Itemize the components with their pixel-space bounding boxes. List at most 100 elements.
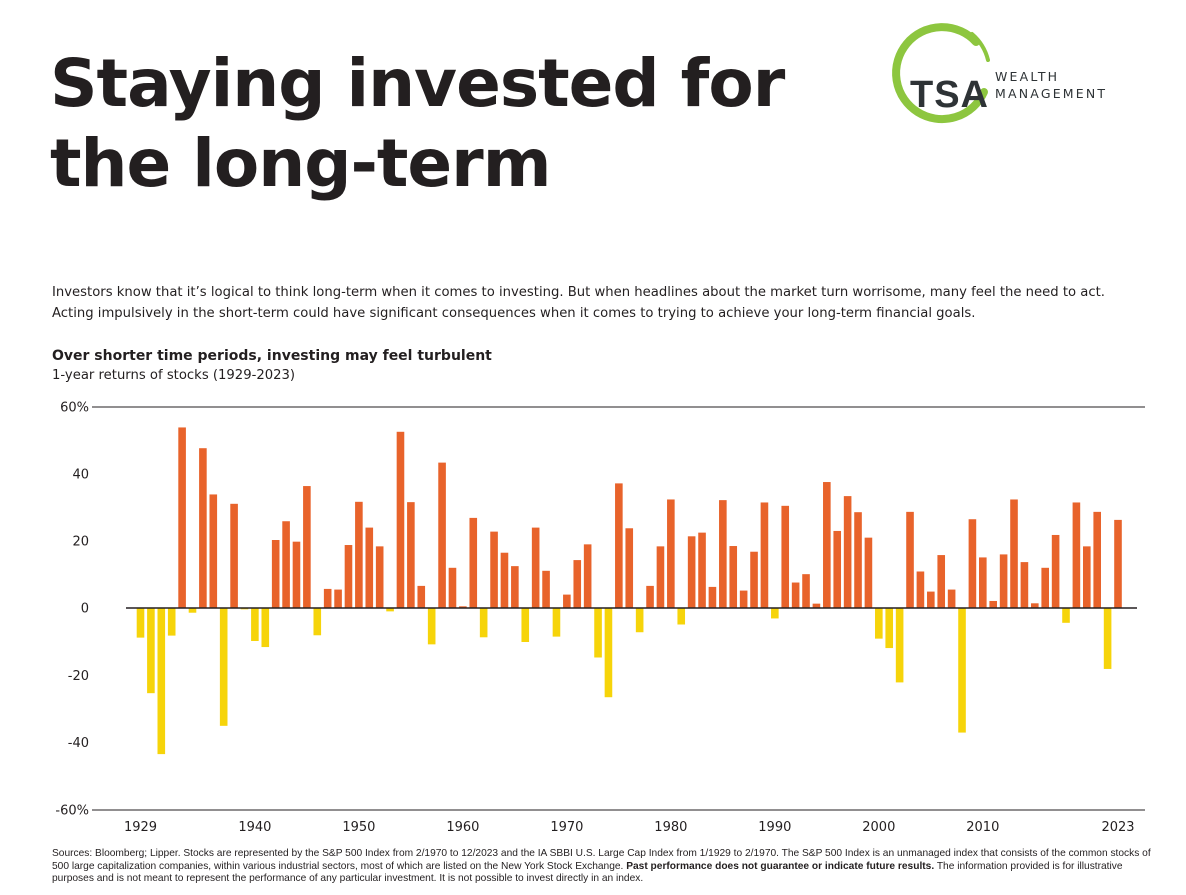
chart-title: Over shorter time periods, investing may…	[52, 348, 492, 364]
intro-line-1: Investors know that it’s logical to thin…	[52, 285, 1105, 300]
intro-line-2: Acting impulsively in the short-term cou…	[52, 306, 976, 321]
bar-1978	[646, 585, 654, 608]
bar-1991	[781, 505, 790, 608]
bar-2006	[937, 555, 946, 608]
page-title-line-1: Staying invested for	[50, 45, 785, 122]
logo-ring-icon	[892, 23, 990, 124]
bar-1934	[188, 608, 197, 613]
bar-1973	[594, 608, 602, 658]
bar-2016	[1041, 567, 1050, 608]
bar-2014	[1020, 562, 1029, 608]
bar-1994	[812, 603, 821, 608]
bar-1952	[375, 546, 384, 608]
bar-1996	[833, 530, 842, 608]
y-tick-label: -20	[68, 669, 89, 684]
sources-text-2: The information provided is for illustra…	[52, 860, 1123, 885]
bar-2020	[1083, 546, 1091, 608]
bar-2015	[1031, 603, 1039, 608]
bar-1953	[386, 608, 394, 612]
bar-1966	[521, 608, 530, 642]
bar-1937	[219, 608, 228, 726]
bar-1959	[448, 567, 457, 608]
bar-1948	[334, 589, 342, 608]
company-logo: TSA WEALTH MANAGEMENT	[888, 20, 1138, 135]
sources-disclaimer-bold: Past performance does not guarantee or i…	[626, 860, 935, 872]
bar-2021	[1093, 511, 1101, 608]
bar-1985	[719, 500, 727, 608]
bar-1931	[157, 608, 166, 755]
bar-1981	[677, 608, 686, 625]
bar-1929	[136, 608, 145, 638]
bar-2008	[958, 608, 966, 733]
bar-1938	[230, 503, 238, 608]
bar-1992	[791, 582, 800, 608]
x-axis-labels: 1929 1940 1950 1960 1970 1980 1990 2000 2010 2023	[124, 820, 1135, 835]
bar-1977	[635, 608, 644, 633]
bar-2004	[916, 571, 925, 608]
bar-2001	[885, 608, 894, 649]
bar-1983	[698, 532, 706, 609]
bar-1955	[407, 502, 415, 608]
bar-1984	[708, 586, 717, 608]
bar-1961	[469, 517, 478, 608]
bar-1998	[854, 512, 862, 608]
y-tick-label: 20	[72, 535, 89, 550]
bar-1995	[823, 482, 831, 608]
x-tick-label: 1960	[446, 820, 479, 835]
bar-1954	[396, 431, 405, 608]
bar-1945	[303, 486, 311, 608]
bar-1964	[500, 552, 509, 608]
bar-1988	[750, 551, 758, 608]
bar-1963	[490, 531, 498, 608]
x-tick-label: 2023	[1101, 820, 1134, 835]
bar-1956	[417, 585, 426, 608]
bar-1982	[687, 536, 696, 608]
y-tick-label: 60%	[60, 401, 89, 416]
bar-1971	[573, 560, 582, 608]
y-tick-label: 40	[72, 468, 89, 483]
bar-1944	[292, 541, 301, 608]
logo-subtitle-line-1: WEALTH	[995, 69, 1060, 84]
y-tick-label: 0	[81, 602, 89, 617]
axes	[92, 406, 1145, 811]
x-tick-label: 1970	[550, 820, 583, 835]
x-tick-label: 1980	[654, 820, 687, 835]
bar-2019	[1072, 502, 1081, 608]
bar-1993	[802, 574, 810, 608]
bar-1962	[479, 608, 488, 638]
bar-1969	[552, 608, 561, 637]
page-title-line-2: the long-term	[50, 125, 551, 202]
bar-2009	[968, 519, 977, 608]
y-tick-label: -60%	[55, 804, 89, 819]
bar-1932	[167, 608, 176, 636]
bar-2002	[895, 608, 904, 683]
x-tick-label: 2000	[862, 820, 895, 835]
bar-2022	[1103, 608, 1112, 669]
bar-1951	[365, 527, 374, 608]
sources-text-1: Sources: Bloomberg; Lipper. Stocks are r…	[52, 848, 1151, 872]
bar-1958	[438, 462, 446, 608]
chart-subtitle: 1-year returns of stocks (1929-2023)	[52, 368, 296, 383]
bar-1989	[760, 502, 769, 608]
bar-1950	[355, 501, 363, 608]
bar-2018	[1062, 608, 1070, 623]
bar-1990	[771, 608, 779, 619]
logo-subtitle-line-2: MANAGEMENT	[995, 86, 1108, 101]
y-tick-label: -40	[68, 736, 89, 751]
bar-1980	[667, 499, 675, 608]
intro-paragraph: Investors know that it’s logical to thin…	[52, 282, 1152, 324]
bar-1960	[459, 606, 467, 608]
bar-1975	[615, 483, 623, 608]
bar-2017	[1051, 534, 1060, 608]
bar-2005	[927, 591, 935, 608]
bar-2010	[979, 557, 987, 608]
x-tick-label: 1929	[124, 820, 157, 835]
bar-1972	[583, 544, 592, 608]
bar-1976	[625, 528, 634, 608]
x-tick-label: 1950	[342, 820, 375, 835]
bar-1957	[427, 608, 436, 645]
bar-2011	[989, 600, 998, 608]
bar-1979	[656, 546, 665, 608]
bar-1933	[178, 427, 186, 608]
bar-1987	[739, 590, 748, 608]
